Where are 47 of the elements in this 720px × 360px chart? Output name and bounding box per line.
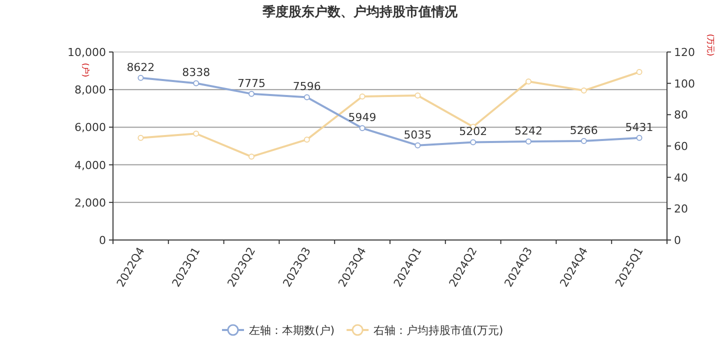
point [359,125,366,132]
y2-tick-label: 0 [674,234,681,247]
data-label: 5202 [459,125,488,138]
point [248,90,254,97]
data-label: 7775 [238,76,266,90]
point [636,134,642,141]
point [193,80,200,86]
y-tick-label: 6,000 [74,121,106,134]
point [580,88,587,94]
legend-label: 左轴：本期数(户) [249,324,335,337]
point [636,69,642,76]
chart-title: 季度股东户数、户均持股市值情况 [262,4,458,20]
data-label: 8338 [182,66,210,80]
point [414,92,421,99]
data-label: 7596 [292,80,321,94]
point [193,130,200,137]
data-label: 5431 [625,120,654,134]
y-tick-label: 8,000 [74,84,106,97]
y-tick-label: 4,000 [74,158,106,172]
y-tick-label: 10,000 [68,46,106,59]
y2-tick-label: 100 [674,77,695,90]
point [248,154,254,160]
point [526,138,532,144]
point [414,142,421,148]
y-tick-label: 0 [99,234,106,247]
legend-label: 右轴：户均持股市值(万元) [374,324,504,337]
data-label: 5242 [514,124,542,138]
data-label: 5949 [348,111,376,124]
data-label: 5035 [404,128,432,142]
y2-tick-label: 40 [674,171,688,184]
point [580,138,587,144]
y2-tick-label: 20 [674,202,688,216]
point [138,134,144,141]
point [304,94,310,100]
point [526,78,532,84]
point [359,93,366,100]
y2-axis-title: (万元) [706,34,715,56]
y-tick-label: 2,000 [74,196,106,210]
y-axis-title: (户) [81,62,90,78]
y2-tick-label: 120 [674,46,695,59]
y2-tick-label: 80 [674,108,688,122]
data-label: 8622 [126,60,155,74]
point [304,136,310,143]
y2-tick-label: 60 [674,140,688,153]
point [138,74,144,81]
point [470,139,476,146]
data-label: 5266 [570,124,598,137]
